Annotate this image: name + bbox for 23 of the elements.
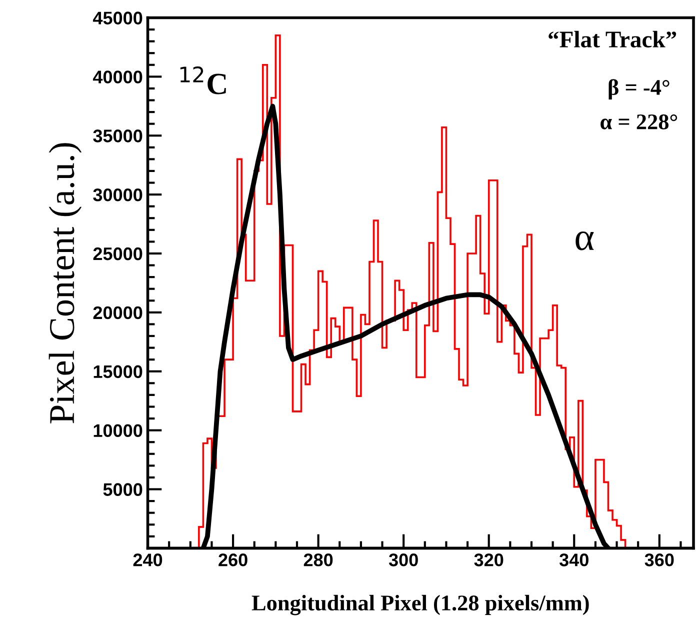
annotation: α <box>576 232 594 250</box>
y-tick-label: 15000 <box>94 365 142 378</box>
y-tick-label: 35000 <box>93 130 142 142</box>
annotation: “Flat Track” <box>548 30 676 48</box>
annotation: β = -4° <box>608 79 670 100</box>
y-tick-label: 10000 <box>94 424 142 438</box>
annotation: $^{12}$C <box>180 66 226 94</box>
x-tick-label: 280 <box>304 554 333 566</box>
y-tick-label: 40000 <box>92 70 142 84</box>
x-axis-title: Longitudinal Pixel (1.28 pixels/mm) <box>252 594 589 616</box>
y-tick-label: 30000 <box>93 188 142 202</box>
y-axis-title: Pixel Content (a.u.) <box>48 143 82 424</box>
x-tick-label: 300 <box>388 554 418 566</box>
x-tick-label: 360 <box>644 554 674 566</box>
y-tick-label: 45000 <box>92 12 142 24</box>
y-tick-label: 5000 <box>103 483 142 496</box>
x-tick-label: 340 <box>559 554 588 566</box>
x-tick-label: 320 <box>474 554 504 566</box>
y-tick-label: 20000 <box>93 306 142 320</box>
annotation: α = 228° <box>600 114 678 130</box>
x-tick-label: 240 <box>133 554 162 566</box>
y-tick-label: 25000 <box>93 247 142 260</box>
x-tick-label: 260 <box>218 554 248 566</box>
